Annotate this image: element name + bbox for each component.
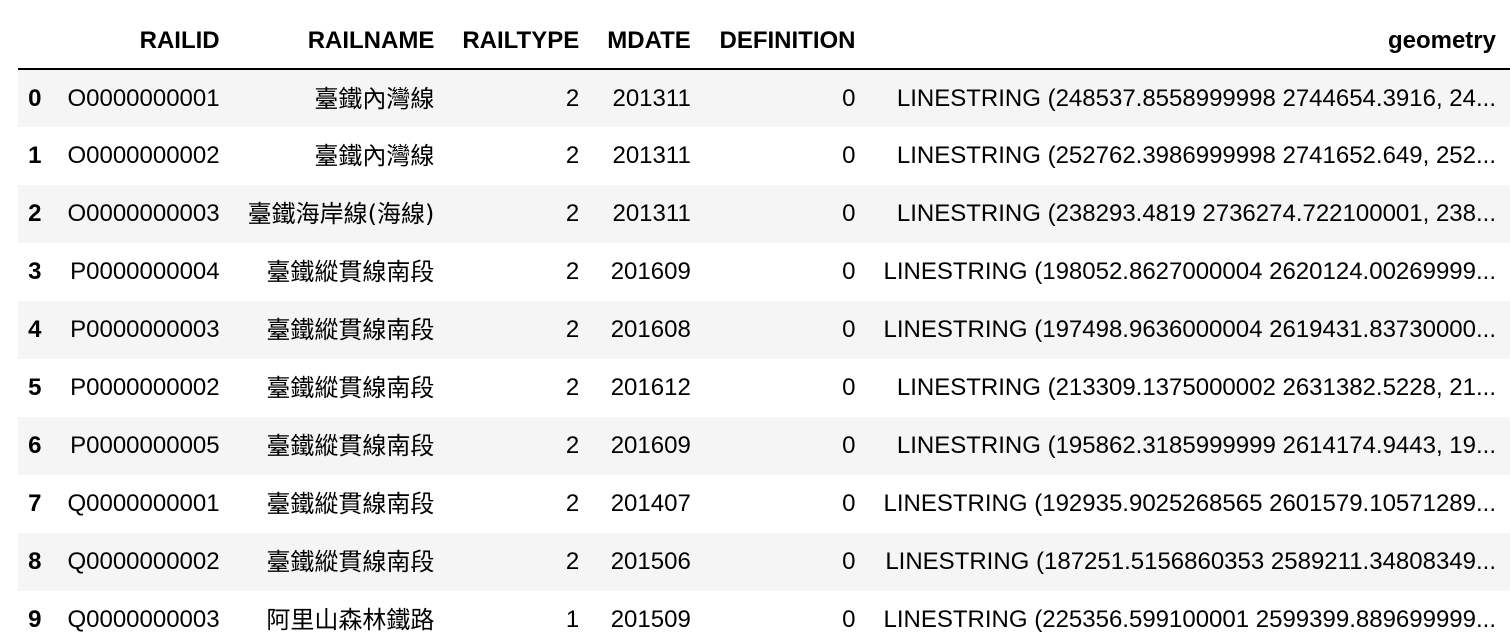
row-index: 3 xyxy=(28,258,42,285)
railtype-cell: 2 xyxy=(565,84,580,112)
railname-cell: 臺鐵縱貫線南段 xyxy=(266,432,435,460)
railid-cell: O0000000003 xyxy=(67,200,220,227)
definition-cell: 0 xyxy=(842,200,856,227)
railid-cell: O0000000001 xyxy=(67,84,220,112)
column-header-geometry: geometry xyxy=(869,14,1510,70)
railid-cell: Q0000000002 xyxy=(67,548,220,575)
definition-cell: 0 xyxy=(842,606,856,633)
railname-cell: 臺鐵海岸線(海線) xyxy=(247,200,435,228)
row-index: 4 xyxy=(28,316,42,343)
row-index: 2 xyxy=(28,200,42,227)
geometry-cell: LINESTRING (197498.9636000004 2619431.83… xyxy=(883,316,1496,343)
table-header: RAILID RAILNAME RAILTYPE MDATE DEFINITIO… xyxy=(18,14,1510,70)
column-header-railtype: RAILTYPE xyxy=(448,14,594,70)
geometry-cell: LINESTRING (238293.4819 2736274.72210000… xyxy=(896,200,1496,227)
mdate-cell: 201311 xyxy=(612,200,691,227)
railid-cell: P0000000002 xyxy=(70,374,220,401)
railid-cell: P0000000003 xyxy=(70,316,220,343)
row-index: 0 xyxy=(28,84,42,112)
table-row: 8 Q0000000002 臺鐵縱貫線南段 2 201506 0 LINESTRING (1… xyxy=(18,533,1510,591)
geometry-cell: LINESTRING (252762.3986999998 2741652.64… xyxy=(896,142,1496,169)
railtype-cell: 2 xyxy=(565,548,580,575)
railtype-cell: 2 xyxy=(565,200,580,227)
railname-cell: 臺鐵縱貫線南段 xyxy=(266,316,435,344)
row-index: 8 xyxy=(28,548,42,575)
mdate-cell: 201506 xyxy=(610,548,691,575)
railtype-cell: 2 xyxy=(565,490,580,517)
railtype-cell: 2 xyxy=(565,316,580,343)
table-row: 1 O0000000002 臺鐵內灣線 2 201311 0 LINESTRING (252… xyxy=(18,127,1510,185)
geometry-cell: LINESTRING (192935.9025268565 2601579.10… xyxy=(883,490,1496,517)
railid-cell: P0000000005 xyxy=(70,432,220,459)
railname-cell: 臺鐵縱貫線南段 xyxy=(266,490,435,518)
row-index: 1 xyxy=(28,142,42,169)
table-row: 6 P0000000005 臺鐵縱貫線南段 2 201609 0 LINESTRING (1… xyxy=(18,417,1510,475)
railname-cell: 臺鐵縱貫線南段 xyxy=(266,548,435,576)
definition-cell: 0 xyxy=(842,490,856,517)
definition-cell: 0 xyxy=(842,548,856,575)
railname-cell: 臺鐵內灣線 xyxy=(314,142,435,170)
index-header xyxy=(18,14,54,70)
definition-cell: 0 xyxy=(842,84,856,112)
mdate-cell: 201608 xyxy=(610,316,691,343)
mdate-cell: 201609 xyxy=(610,258,691,285)
railname-cell: 臺鐵縱貫線南段 xyxy=(266,374,435,402)
mdate-cell: 201609 xyxy=(610,432,691,459)
mdate-cell: 201509 xyxy=(610,606,691,633)
railid-cell: Q0000000001 xyxy=(67,490,220,517)
row-index: 7 xyxy=(28,490,42,517)
table-row: 0 O0000000001 臺鐵內灣線 2 201311 0 LINESTRING (248… xyxy=(18,69,1510,127)
railname-cell: 阿里山森林鐵路 xyxy=(266,606,435,634)
definition-cell: 0 xyxy=(842,142,856,169)
railtype-cell: 2 xyxy=(565,432,580,459)
dataframe-table: RAILID RAILNAME RAILTYPE MDATE DEFINITIO… xyxy=(18,14,1510,642)
table-row: 4 P0000000003 臺鐵縱貫線南段 2 201608 0 LINESTRING (1… xyxy=(18,301,1510,359)
railtype-cell: 2 xyxy=(565,142,580,169)
definition-cell: 0 xyxy=(842,316,856,343)
railid-cell: P0000000004 xyxy=(70,258,220,285)
definition-cell: 0 xyxy=(842,374,856,401)
column-header-railname: RAILNAME xyxy=(233,14,449,70)
railtype-cell: 2 xyxy=(565,374,580,401)
railtype-cell: 2 xyxy=(565,258,580,285)
railname-cell: 臺鐵縱貫線南段 xyxy=(266,258,435,286)
table-row: 2 O0000000003 臺鐵海岸線(海線) 2 201311 0 LINESTRING … xyxy=(18,185,1510,243)
column-header-definition: DEFINITION xyxy=(704,14,870,70)
geometry-cell: LINESTRING (198052.8627000004 2620124.00… xyxy=(883,258,1496,285)
geometry-cell: LINESTRING (187251.5156860353 2589211.34… xyxy=(885,548,1496,575)
column-header-mdate: MDATE xyxy=(593,14,705,70)
column-header-railid: RAILID xyxy=(53,14,234,70)
geometry-cell: LINESTRING (248537.8558999998 2744654.39… xyxy=(896,84,1496,112)
mdate-cell: 201612 xyxy=(610,374,691,401)
geometry-cell: LINESTRING (195862.3185999999 2614174.94… xyxy=(896,432,1496,459)
row-index: 9 xyxy=(28,606,42,633)
geometry-cell: LINESTRING (225356.599100001 2599399.889… xyxy=(883,606,1496,633)
table-row: 9 Q0000000003 阿里山森林鐵路 1 201509 0 LINESTRING (2… xyxy=(18,591,1510,642)
railid-cell: O0000000002 xyxy=(67,142,220,169)
row-index: 5 xyxy=(28,374,42,401)
table-body: 0 O0000000001 臺鐵內灣線 2 201311 0 LINESTRING (248… xyxy=(18,69,1510,642)
table-row: 5 P0000000002 臺鐵縱貫線南段 2 201612 0 LINESTRING (2… xyxy=(18,359,1510,417)
railtype-cell: 1 xyxy=(565,606,580,633)
geometry-cell: LINESTRING (213309.1375000002 2631382.52… xyxy=(896,374,1496,401)
mdate-cell: 201311 xyxy=(612,84,691,112)
mdate-cell: 201407 xyxy=(610,490,691,517)
mdate-cell: 201311 xyxy=(612,142,691,169)
railname-cell: 臺鐵內灣線 xyxy=(314,84,435,113)
railid-cell: Q0000000003 xyxy=(67,606,220,633)
table-row: 7 Q0000000001 臺鐵縱貫線南段 2 201407 0 LINESTRING (1… xyxy=(18,475,1510,533)
definition-cell: 0 xyxy=(842,432,856,459)
definition-cell: 0 xyxy=(842,258,856,285)
row-index: 6 xyxy=(28,432,42,459)
header-row: RAILID RAILNAME RAILTYPE MDATE DEFINITIO… xyxy=(18,14,1510,70)
table-row: 3 P0000000004 臺鐵縱貫線南段 2 201609 0 LINESTRING (1… xyxy=(18,243,1510,301)
